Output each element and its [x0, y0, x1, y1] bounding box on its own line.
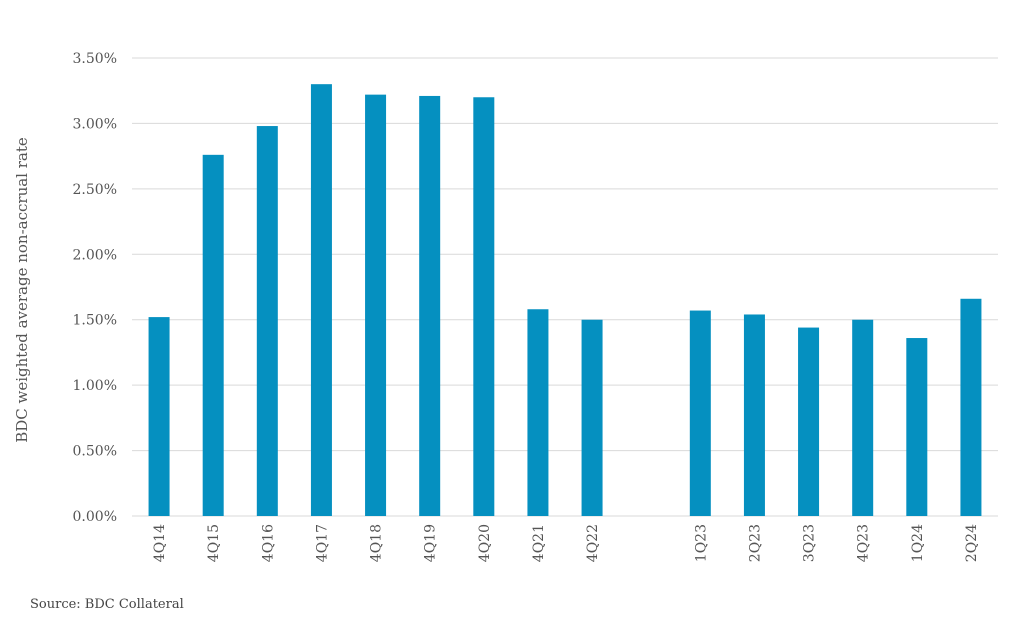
x-tick-label: 2Q24 — [964, 524, 980, 562]
bar-4Q14 — [148, 317, 170, 516]
x-tick-label: 4Q19 — [423, 524, 439, 562]
bar-4Q18 — [365, 94, 387, 516]
x-tick-label: 4Q14 — [152, 524, 168, 562]
bar-2Q23 — [743, 314, 765, 516]
x-tick-label: 4Q16 — [260, 524, 276, 562]
x-tick-label: 4Q21 — [531, 524, 547, 562]
y-tick-label: 1.50% — [73, 313, 117, 329]
bar-4Q17 — [310, 84, 332, 517]
y-tick-label: 3.00% — [73, 116, 117, 132]
bar-1Q24 — [906, 338, 928, 516]
bar-2Q24 — [960, 298, 982, 516]
y-tick-label: 3.50% — [73, 51, 117, 67]
x-tick-label: 4Q20 — [477, 524, 493, 562]
x-tick-label: 1Q23 — [693, 524, 709, 562]
source-note: Source: BDC Collateral — [30, 597, 184, 612]
bar-4Q21 — [527, 309, 549, 516]
y-tick-label: 0.00% — [73, 509, 117, 525]
x-tick-label: 2Q23 — [747, 524, 763, 562]
y-tick-label: 0.50% — [73, 444, 117, 460]
x-tick-label: 4Q17 — [314, 524, 330, 562]
bar-3Q23 — [798, 327, 820, 516]
bar-4Q19 — [419, 95, 441, 516]
bar-4Q15 — [202, 154, 224, 516]
x-tick-label: 3Q23 — [802, 524, 818, 562]
bar-4Q23 — [852, 319, 874, 516]
x-tick-label: 4Q23 — [856, 524, 872, 562]
bar-4Q20 — [473, 97, 495, 516]
bars — [148, 84, 982, 517]
x-tick-label: 4Q15 — [206, 524, 222, 562]
x-tick-label: 4Q18 — [369, 524, 385, 562]
bar-1Q23 — [689, 310, 711, 516]
x-tick-label: 1Q24 — [910, 524, 926, 562]
bar-4Q22 — [581, 319, 603, 516]
y-tick-label: 2.00% — [73, 247, 117, 263]
y-axis-label: BDC weighted average non-accrual rate — [13, 137, 31, 443]
bar-4Q16 — [256, 126, 278, 516]
y-tick-label: 2.50% — [73, 182, 117, 198]
y-tick-labels: 0.00% 0.50% 1.00% 1.50% 2.00% 2.50% 3.00% 3.50% — [73, 51, 117, 525]
x-tick-labels: 4Q14 4Q15 4Q16 4Q17 4Q18 4Q19 4Q20 4Q21 4Q22 1Q23… — [152, 524, 980, 562]
x-tick-label: 4Q22 — [585, 524, 601, 562]
y-tick-label: 1.00% — [73, 378, 117, 394]
